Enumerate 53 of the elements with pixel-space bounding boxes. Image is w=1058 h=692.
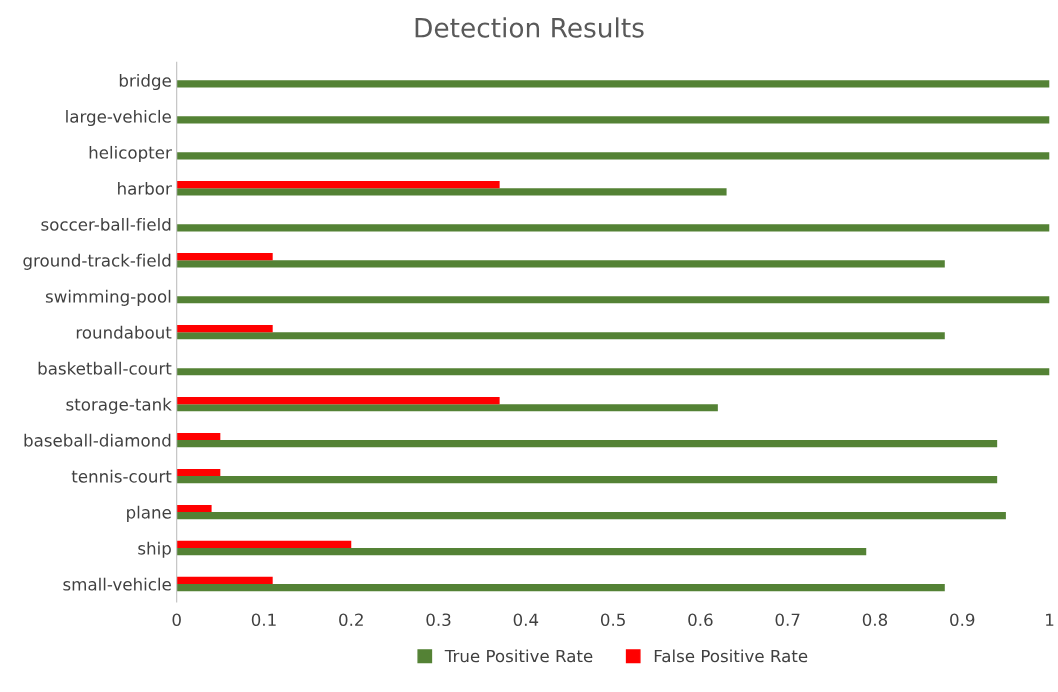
x-tick-label: 0 xyxy=(172,613,181,627)
legend-label: False Positive Rate xyxy=(654,649,808,663)
legend-label: True Positive Rate xyxy=(444,649,593,663)
y-tick-label: soccer-ball-field xyxy=(41,217,171,231)
x-tick-label: 0.7 xyxy=(775,613,800,627)
x-tick-label: 0.6 xyxy=(688,613,713,627)
bar xyxy=(176,512,1006,520)
y-tick-label: storage-tank xyxy=(66,397,172,414)
y-tick-label: swimming-pool xyxy=(45,289,171,306)
bar xyxy=(176,476,998,484)
bar xyxy=(176,584,945,592)
y-tick-label: small-vehicle xyxy=(63,577,171,591)
x-tick-label: 0.9 xyxy=(950,613,975,627)
bar xyxy=(176,504,212,513)
x-tick-label: 1 xyxy=(1046,613,1054,626)
bar xyxy=(176,260,945,268)
x-tick-label: 0.5 xyxy=(600,613,625,627)
bar xyxy=(176,540,352,549)
y-tick-label: harbor xyxy=(118,181,172,195)
y-tick-label: roundabout xyxy=(76,325,172,339)
bar xyxy=(176,396,500,405)
bar xyxy=(176,80,1050,88)
x-tick-label: 0.4 xyxy=(513,613,539,627)
y-tick-label: helicopter xyxy=(89,145,172,163)
bar xyxy=(176,440,998,448)
x-tick-label: 0.2 xyxy=(339,613,363,627)
bar xyxy=(176,332,945,340)
bar xyxy=(176,548,867,556)
y-tick-label: basketball-court xyxy=(38,361,172,375)
bar xyxy=(176,468,221,477)
bar xyxy=(176,116,1050,124)
bar xyxy=(176,368,1050,376)
bar xyxy=(176,576,273,585)
y-tick-label: tennis-court xyxy=(71,469,172,483)
bar xyxy=(176,224,1050,232)
chart-title: Detection Results xyxy=(415,17,644,38)
x-tick-label: 0.1 xyxy=(251,613,276,627)
bar xyxy=(176,324,273,333)
bar xyxy=(176,432,221,441)
bar xyxy=(176,404,718,412)
bar xyxy=(176,188,727,196)
bar xyxy=(176,152,1050,160)
x-tick-label: 0.8 xyxy=(862,613,888,627)
y-tick-label: bridge xyxy=(119,73,171,91)
bar xyxy=(176,181,500,189)
y-tick-label: large-vehicle xyxy=(66,109,171,127)
y-tick-label: baseball-diamond xyxy=(24,433,171,447)
y-tick-label: plane xyxy=(127,505,171,522)
bar xyxy=(176,296,1050,304)
y-tick-label: ship xyxy=(138,541,171,558)
x-tick-label: 0.3 xyxy=(426,613,451,627)
y-tick-label: ground-track-field xyxy=(23,253,171,270)
bar xyxy=(176,253,273,261)
